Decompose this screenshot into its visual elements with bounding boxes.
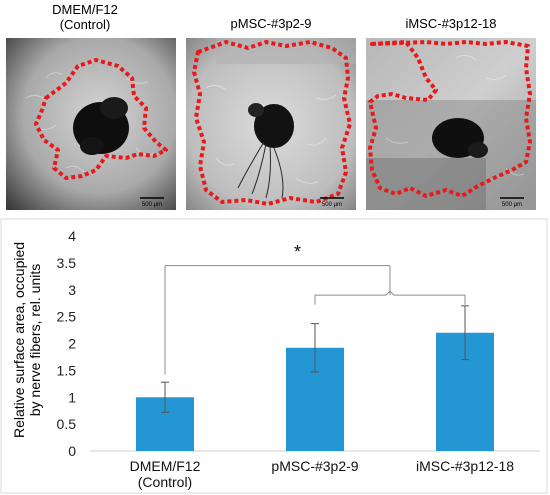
y-tick-label: 2.5 [57, 309, 77, 325]
panel-title-control-line2: (Control) [59, 17, 111, 32]
y-axis-label-line2: by nerve fibers, rel. units [27, 264, 43, 417]
panel-title-imsc-line1: iMSC-#3p12-18 [405, 16, 497, 31]
panel-title-control-line1: DMEM/F12 [52, 2, 118, 17]
scale-label-control: 500 µm [142, 202, 162, 208]
y-tick-label: 0 [68, 443, 76, 459]
x-tick-label: pMSC-#3p2-9 [271, 458, 358, 474]
micrograph-control: 500 µm [6, 38, 176, 210]
panel-title-pmsc-line1: pMSC-#3p2-9 [230, 16, 312, 31]
y-tick-label: 0.5 [57, 416, 77, 432]
x-tick-label: DMEM/F12 [130, 458, 201, 474]
y-tick-label: 1 [68, 389, 76, 405]
brace-msc-groups [314, 290, 466, 305]
y-tick-label: 3 [68, 282, 76, 298]
y-tick-label: 3.5 [57, 255, 77, 271]
x-tick-label: iMSC-#3p12-18 [416, 458, 514, 474]
bar-chart: Relative surface area, occupied by nerve… [0, 218, 548, 494]
y-tick-label: 4 [68, 228, 76, 244]
panel-title-control: DMEM/F12 (Control) [0, 2, 170, 32]
scale-label-pmsc: 500 µm [322, 202, 342, 208]
y-axis-label-line1: Relative surface area, occupied [11, 242, 27, 438]
y-tick-label: 2 [68, 336, 76, 352]
outline-control [34, 58, 168, 180]
x-tick-label: (Control) [138, 474, 192, 490]
micrograph-imsc: 500 µm [366, 38, 536, 210]
scale-label-imsc: 500 µm [502, 202, 522, 208]
y-tick-label: 1.5 [57, 362, 77, 378]
panel-title-imsc: iMSC-#3p12-18 [366, 16, 536, 31]
significance-star: * [294, 242, 301, 262]
panel-title-pmsc: pMSC-#3p2-9 [186, 16, 356, 31]
outline-imsc [368, 40, 532, 198]
micrograph-pmsc: 500 µm [186, 38, 356, 210]
